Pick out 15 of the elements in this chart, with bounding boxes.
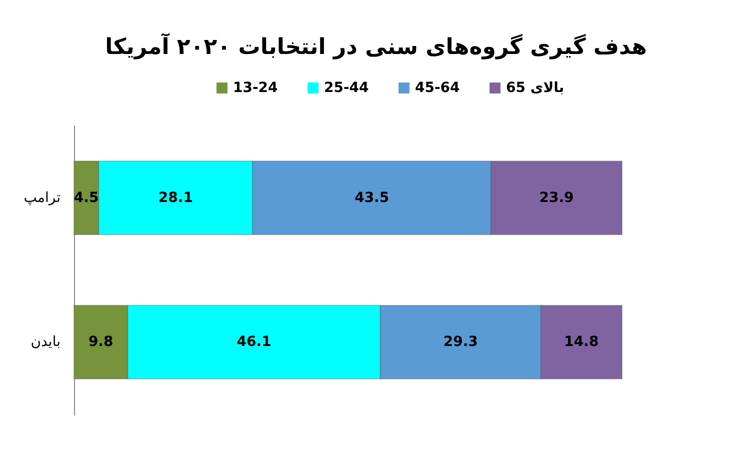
data-label: 4.5 bbox=[74, 190, 99, 206]
y-tick-label: بایدن bbox=[30, 334, 60, 350]
data-label: 28.1 bbox=[158, 190, 193, 206]
chart-title: هدف گیری گروه‌های سنی در انتخابات ۲۰۲۰ آمریکا bbox=[105, 33, 647, 60]
data-label: 29.3 bbox=[443, 334, 478, 350]
data-label: 23.9 bbox=[539, 190, 574, 206]
legend-label: 13-24 bbox=[233, 80, 278, 96]
legend-label: 25-44 bbox=[324, 80, 370, 96]
y-tick-label: ترامپ bbox=[24, 190, 61, 206]
data-label: 43.5 bbox=[354, 190, 390, 206]
data-label: 9.8 bbox=[88, 334, 114, 350]
legend-label: 45-64 bbox=[415, 80, 460, 96]
data-label: 46.1 bbox=[236, 334, 272, 350]
data-label: 14.8 bbox=[564, 334, 599, 350]
legend-label: بالای 65 bbox=[506, 80, 564, 96]
